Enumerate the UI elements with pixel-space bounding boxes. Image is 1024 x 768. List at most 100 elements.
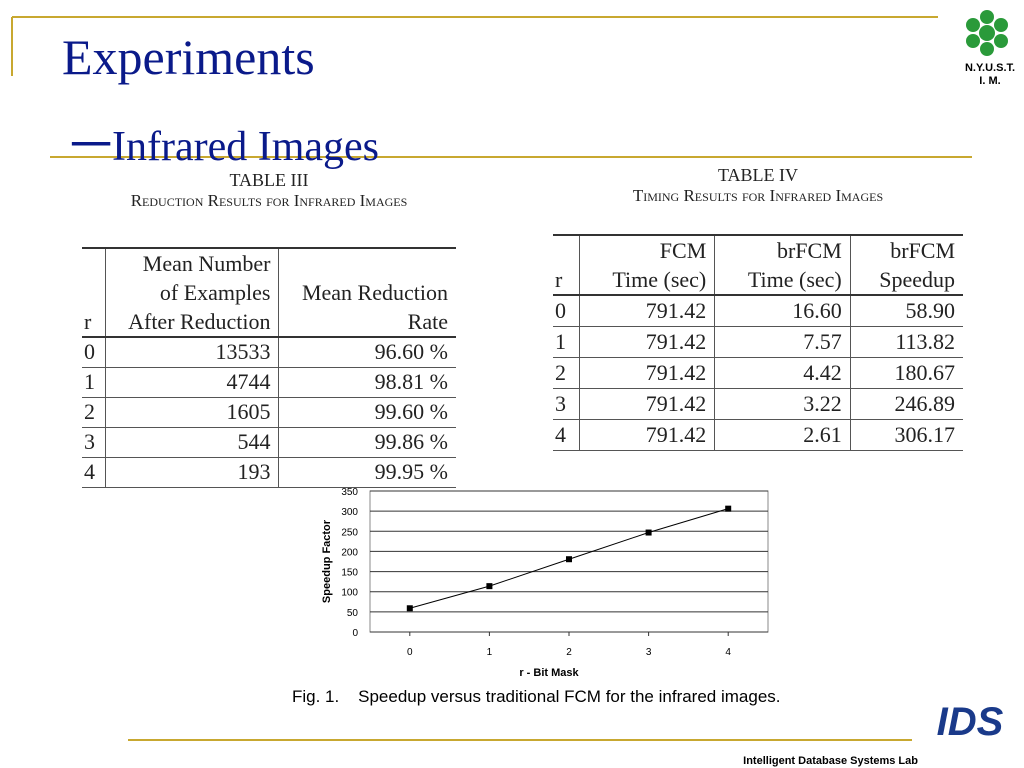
cell: 4744	[104, 367, 279, 397]
table-body: 0 791.42 16.60 58.90 1 791.42 7.57 113.82 2 791.4…	[553, 295, 963, 450]
row: 3 791.42 3.22 246.89	[553, 388, 963, 419]
cell: 791.42	[578, 295, 715, 326]
row: 4 193 99.95 %	[82, 457, 456, 487]
x-tick-label: 4	[725, 647, 731, 658]
x-tick-label: 3	[646, 647, 652, 658]
cell: 3	[84, 429, 95, 454]
table-caption: Timing Results for Infrared Images	[632, 186, 884, 205]
cell: 16.60	[714, 295, 851, 326]
point	[486, 583, 493, 590]
header-line: Time (sec)	[747, 267, 842, 292]
table-head: r FCM Time (sec) brFCM Time (sec) brFCM Speedu…	[553, 235, 963, 295]
cell: 99.60 %	[278, 397, 456, 427]
cell: 2	[84, 399, 95, 424]
header-line: After Reduction	[128, 309, 271, 334]
header-cell: Mean Number of Examples After Reduction	[104, 248, 279, 337]
y-tick-label: 150	[341, 568, 358, 579]
y-tick-label: 100	[341, 588, 358, 599]
header-line: Mean Reduction	[301, 280, 448, 305]
chart: 0 50 100 150 200 250 300 350 0 1 2 3 4 r - Bit Mask Sp…	[292, 487, 781, 706]
y-tick-label: 350	[341, 487, 358, 498]
cell: 99.86 %	[278, 427, 456, 457]
header-row: r FCM Time (sec) brFCM Time (sec) brFCM Speedu…	[553, 235, 963, 295]
point	[645, 529, 652, 536]
cell: 180.67	[849, 357, 963, 388]
footer: Intelligent Database Systems Lab	[743, 755, 918, 767]
table: r FCM Time (sec) brFCM Time (sec) brFCM Speedu…	[553, 234, 963, 451]
cell: 96.60 %	[278, 337, 456, 367]
cell: 544	[104, 427, 279, 457]
header-line: r	[84, 309, 92, 334]
y-tick-label: 300	[341, 507, 358, 518]
row: 2 791.42 4.42 180.67	[553, 357, 963, 388]
x-axis-label: r - Bit Mask	[519, 667, 579, 679]
row: 0 791.42 16.60 58.90	[553, 295, 963, 326]
cell: 98.81 %	[278, 367, 456, 397]
table-block: TABLE III Reduction Results for Infrared …	[82, 170, 456, 488]
cell: 2.61	[714, 419, 851, 450]
ids-logo: IDS	[937, 700, 1004, 744]
header-line: r	[555, 267, 563, 292]
x-tick-label: 0	[407, 647, 413, 658]
y-axis-label: Speedup Factor	[321, 519, 333, 603]
cell: 1	[84, 369, 95, 394]
header-line: of Examples	[159, 280, 271, 305]
cell: 246.89	[849, 388, 963, 419]
header-cell: brFCM Speedup	[849, 235, 963, 295]
y-tick-label: 200	[341, 547, 358, 558]
header-line: Time (sec)	[612, 267, 707, 292]
cell: 4.42	[714, 357, 851, 388]
cell: 113.82	[849, 326, 963, 357]
table: r Mean Number of Examples After Reduction Me…	[82, 247, 456, 488]
table-body: 0 13533 96.60 % 1 4744 98.81 % 2 1605 99.60 % 3 54…	[82, 337, 456, 487]
subtitle: 一Infrared Images	[70, 124, 380, 170]
row: 1 4744 98.81 %	[82, 367, 456, 397]
cell: 13533	[104, 337, 279, 367]
cell: 2	[555, 359, 566, 385]
point	[406, 605, 413, 612]
cell: 1	[555, 328, 566, 354]
y-tick-label: 0	[352, 628, 358, 639]
cell: 0	[555, 297, 566, 323]
row: 1 791.42 7.57 113.82	[553, 326, 963, 357]
header-cell: r	[82, 248, 105, 337]
cell: 7.57	[714, 326, 851, 357]
header-line: brFCM	[776, 238, 842, 263]
table-number: TABLE IV	[717, 165, 799, 185]
cell: 4	[555, 421, 566, 447]
cell: 3	[555, 390, 566, 416]
y-tick-label: 250	[341, 527, 358, 538]
row: 3 544 99.86 %	[82, 427, 456, 457]
logo-text: I. M.	[979, 75, 1000, 87]
header-row: r Mean Number of Examples After Reduction Me…	[82, 248, 456, 337]
table-caption: Reduction Results for Infrared Images	[130, 191, 408, 210]
row: 0 13533 96.60 %	[82, 337, 456, 367]
cell: 791.42	[578, 357, 715, 388]
y-tick-label: 50	[347, 608, 359, 619]
header-cell: Mean Reduction Rate	[278, 248, 456, 337]
logo-icon	[966, 10, 1008, 56]
row: 2 1605 99.60 %	[82, 397, 456, 427]
cell: 99.95 %	[278, 457, 456, 487]
cell: 791.42	[578, 326, 715, 357]
table-head: r Mean Number of Examples After Reduction Me…	[82, 248, 456, 337]
header-cell: brFCM Time (sec)	[714, 235, 851, 295]
cell: 58.90	[849, 295, 963, 326]
header-cell: r	[553, 235, 579, 295]
cell: 193	[104, 457, 279, 487]
table-number: TABLE III	[229, 170, 309, 190]
header-cell: FCM Time (sec)	[578, 235, 715, 295]
header-line: brFCM	[890, 238, 955, 263]
header-line: Speedup	[879, 267, 955, 292]
cell: 306.17	[849, 419, 963, 450]
cell: 0	[84, 339, 95, 365]
header-line: Rate	[407, 309, 448, 334]
x-tick-label: 2	[566, 647, 572, 658]
point	[566, 556, 572, 563]
cell: 4	[84, 459, 95, 484]
title: Experiments	[62, 29, 315, 85]
table-block: TABLE IV Timing Results for Infrared Imag…	[553, 165, 963, 451]
cell: 791.42	[578, 419, 715, 450]
cell: 3.22	[714, 388, 851, 419]
